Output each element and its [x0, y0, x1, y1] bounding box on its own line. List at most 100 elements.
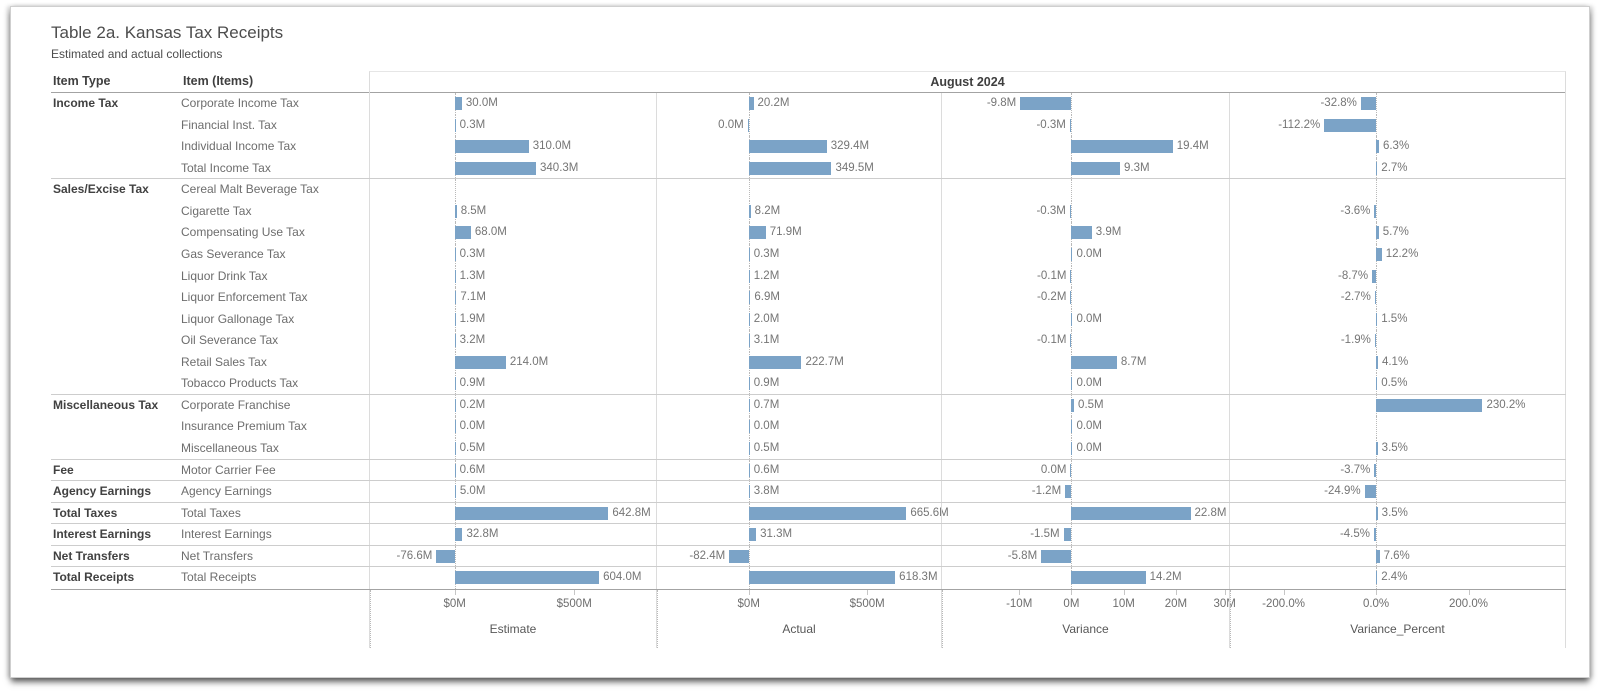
bar-variance_percent[interactable] — [1374, 463, 1377, 477]
value-label-variance_percent: -32.8% — [1320, 97, 1357, 109]
bar-estimate[interactable] — [454, 334, 456, 348]
bar-estimate[interactable] — [454, 506, 609, 520]
bar-actual[interactable] — [747, 118, 749, 132]
bar-variance[interactable] — [1071, 442, 1073, 455]
bar-actual[interactable] — [748, 506, 907, 520]
bar-actual[interactable] — [748, 377, 750, 391]
bar-estimate[interactable] — [454, 442, 456, 455]
bar-actual[interactable] — [729, 549, 749, 563]
bar-variance_percent[interactable] — [1374, 204, 1377, 218]
bar-estimate[interactable] — [454, 247, 456, 261]
bar-estimate[interactable] — [454, 398, 456, 412]
bar-actual[interactable] — [748, 226, 766, 240]
bar-actual[interactable] — [748, 571, 896, 585]
value-label-actual: 0.9M — [753, 377, 780, 390]
bar-estimate[interactable] — [454, 355, 506, 369]
bar-variance_percent[interactable] — [1364, 485, 1377, 499]
bar-variance_percent[interactable] — [1376, 355, 1378, 369]
bar-actual[interactable] — [748, 528, 757, 542]
bar-variance_percent[interactable] — [1324, 118, 1377, 132]
bar-estimate[interactable] — [454, 140, 529, 154]
bar-estimate[interactable] — [454, 571, 600, 585]
bar-variance[interactable] — [1071, 140, 1173, 154]
bar-estimate[interactable] — [454, 118, 456, 132]
bar-estimate[interactable] — [454, 528, 463, 542]
bar-variance[interactable] — [1069, 204, 1072, 218]
axis-spacer — [181, 590, 369, 648]
bar-variance[interactable] — [1065, 485, 1072, 499]
bar-variance[interactable] — [1070, 269, 1072, 283]
bar-actual[interactable] — [748, 247, 750, 261]
bar-variance[interactable] — [1071, 506, 1191, 520]
bar-variance[interactable] — [1071, 571, 1146, 585]
bar-variance_percent[interactable] — [1376, 247, 1382, 261]
bar-variance[interactable] — [1070, 463, 1072, 477]
bar-estimate[interactable] — [454, 226, 471, 240]
bar-variance[interactable] — [1063, 528, 1072, 542]
bar-actual[interactable] — [748, 269, 750, 283]
bar-variance_percent[interactable] — [1376, 398, 1483, 412]
value-label-estimate: 0.6M — [459, 463, 486, 476]
bar-estimate[interactable] — [454, 485, 456, 499]
bar-variance[interactable] — [1071, 226, 1092, 240]
bar-variance[interactable] — [1071, 161, 1120, 175]
bar-variance_percent[interactable] — [1374, 291, 1377, 305]
bar-actual[interactable] — [748, 398, 750, 412]
panel-cell-actual: 222.7M — [656, 351, 941, 374]
bar-actual[interactable] — [748, 161, 832, 175]
bar-actual[interactable] — [748, 485, 750, 499]
bar-estimate[interactable] — [454, 463, 456, 477]
panel-cell-variance: 0.0M — [941, 416, 1229, 438]
bar-actual[interactable] — [748, 312, 750, 326]
bar-variance[interactable] — [1070, 291, 1072, 305]
bar-variance_percent[interactable] — [1360, 97, 1377, 110]
bar-estimate[interactable] — [454, 97, 462, 110]
bar-variance_percent[interactable] — [1376, 442, 1378, 455]
bar-variance_percent[interactable] — [1376, 506, 1378, 520]
bar-estimate[interactable] — [454, 420, 456, 434]
item-cell: Total Income Tax — [181, 160, 271, 175]
bar-estimate[interactable] — [454, 312, 456, 326]
bar-variance[interactable] — [1071, 420, 1073, 434]
bar-actual[interactable] — [748, 442, 750, 455]
bar-variance_percent[interactable] — [1376, 549, 1380, 563]
bar-estimate[interactable] — [436, 549, 455, 563]
bar-actual[interactable] — [748, 463, 750, 477]
bar-estimate[interactable] — [454, 204, 457, 218]
bar-estimate[interactable] — [454, 377, 456, 391]
bar-variance_percent[interactable] — [1376, 312, 1378, 326]
value-label-estimate: 1.3M — [459, 269, 486, 282]
bar-actual[interactable] — [748, 140, 827, 154]
bar-variance[interactable] — [1071, 355, 1117, 369]
bar-variance_percent[interactable] — [1374, 334, 1377, 348]
bar-estimate[interactable] — [454, 269, 456, 283]
bar-variance[interactable] — [1071, 247, 1073, 261]
panel-cell-variance: -1.5M — [941, 524, 1229, 545]
bar-actual[interactable] — [748, 204, 751, 218]
bar-estimate[interactable] — [454, 291, 457, 305]
bar-variance_percent[interactable] — [1376, 140, 1379, 154]
bar-variance_percent[interactable] — [1376, 226, 1379, 240]
bar-variance_percent[interactable] — [1376, 571, 1378, 585]
bar-variance_percent[interactable] — [1373, 528, 1377, 542]
bar-variance[interactable] — [1071, 377, 1073, 391]
bar-variance_percent[interactable] — [1376, 377, 1378, 391]
bar-actual[interactable] — [748, 97, 754, 110]
panel-cell-variance: -0.3M — [941, 114, 1229, 137]
bar-variance_percent[interactable] — [1372, 269, 1377, 283]
bar-actual[interactable] — [748, 334, 750, 348]
bar-variance[interactable] — [1041, 549, 1072, 563]
bar-variance[interactable] — [1071, 398, 1075, 412]
bar-variance[interactable] — [1071, 312, 1073, 326]
value-label-actual: 6.9M — [754, 291, 780, 304]
bar-actual[interactable] — [748, 291, 751, 305]
bar-actual[interactable] — [748, 355, 802, 369]
axis-spacer — [51, 590, 181, 648]
panel-cell-estimate: 0.2M — [369, 394, 656, 417]
bar-actual[interactable] — [748, 420, 750, 434]
bar-variance[interactable] — [1070, 334, 1072, 348]
bar-variance[interactable] — [1020, 97, 1072, 110]
bar-estimate[interactable] — [454, 161, 536, 175]
bar-variance[interactable] — [1069, 118, 1072, 132]
bar-variance_percent[interactable] — [1376, 161, 1378, 175]
